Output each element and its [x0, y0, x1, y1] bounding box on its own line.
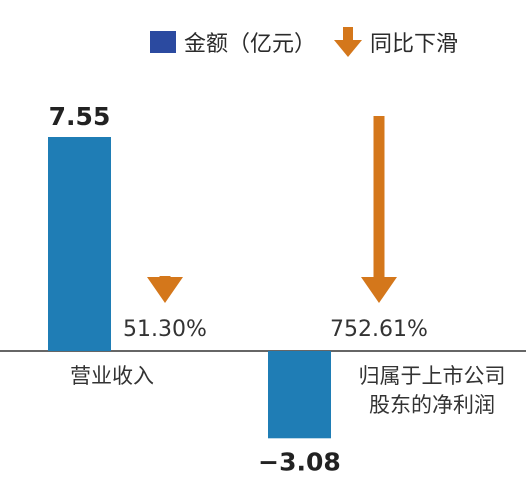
- category-label-1-line-1: 营业收入: [70, 364, 154, 388]
- data-label-amount-2: −3.08: [258, 447, 341, 476]
- data-label-decline-2: 752.61%: [330, 317, 428, 342]
- legend: 金额（亿元） 同比下滑: [150, 26, 476, 58]
- decline-arrow-2: [361, 116, 397, 303]
- bar-amount-1: [48, 137, 111, 351]
- category-label-2-line-2: 股东的净利润: [369, 393, 495, 417]
- data-label-decline-1: 51.30%: [123, 317, 207, 342]
- down-arrow-icon: [334, 27, 363, 57]
- legend-item-amount: 金额（亿元）: [150, 26, 316, 58]
- legend-label-amount: 金额（亿元）: [184, 32, 317, 57]
- legend-swatch-amount: [150, 31, 176, 53]
- bar-amount-2: [268, 351, 331, 439]
- legend-item-decline: 同比下滑: [334, 26, 458, 58]
- data-label-amount-1: 7.55: [49, 102, 111, 131]
- decline-arrow-1: [147, 276, 183, 303]
- legend-label-decline: 同比下滑: [370, 32, 459, 57]
- category-label-2-line-1: 归属于上市公司: [359, 364, 506, 388]
